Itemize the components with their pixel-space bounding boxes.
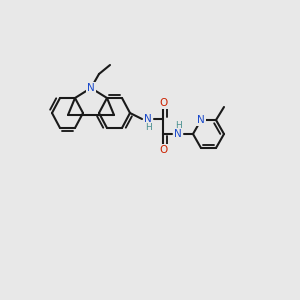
Text: N: N	[174, 129, 182, 139]
Text: N: N	[197, 115, 205, 125]
Text: N: N	[144, 114, 152, 124]
Text: O: O	[159, 145, 167, 155]
Text: H: H	[175, 122, 182, 130]
Text: N: N	[87, 83, 95, 93]
Text: H: H	[145, 122, 152, 131]
Text: O: O	[159, 98, 167, 108]
